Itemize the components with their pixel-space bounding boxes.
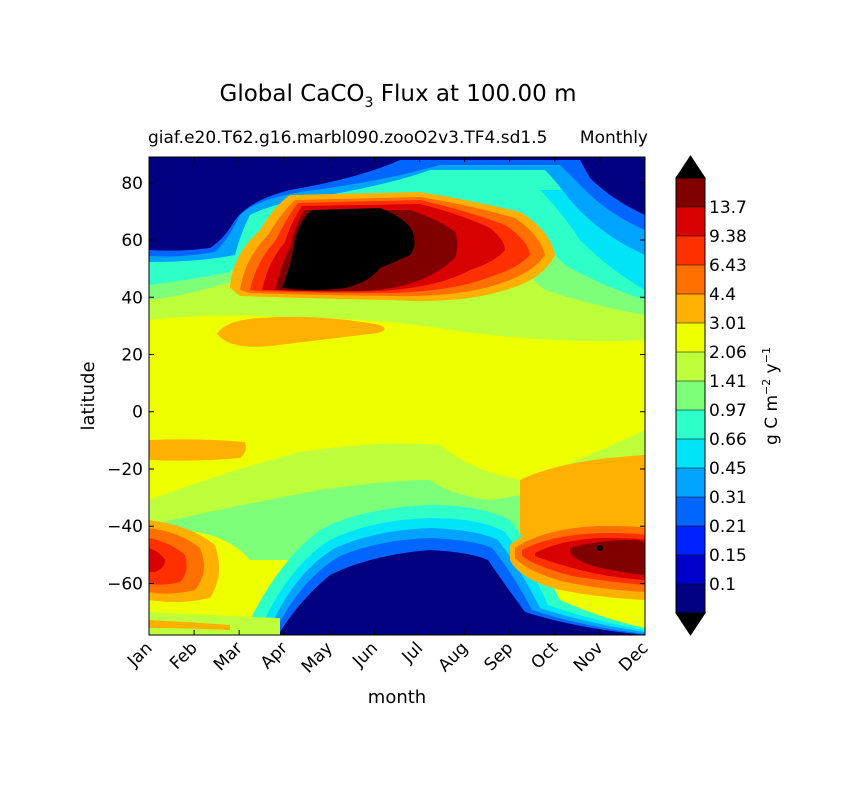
y-tick-label: −20 <box>107 460 143 480</box>
contour-band-6.43-south-west <box>149 538 187 585</box>
chart-title: Global CaCO3 Flux at 100.00 m <box>220 81 577 111</box>
contour-band-3.01-lens-north <box>217 316 385 347</box>
colorbar-swatch <box>676 439 705 468</box>
colorbar-swatch <box>676 178 705 207</box>
x-tick-label-aug: Aug <box>435 638 473 676</box>
colorbar-tick-label: 0.31 <box>709 488 747 508</box>
colorbar-label: g C m−2 y−1 <box>760 347 782 445</box>
y-tick-label: 80 <box>121 174 143 194</box>
colorbar-swatch <box>676 294 705 323</box>
colorbar-swatch <box>676 584 705 613</box>
colorbar-swatch <box>676 497 705 526</box>
contour-band-extend-high-south-east <box>597 545 603 551</box>
colorbar-tick-label: 2.06 <box>709 343 747 363</box>
contour-band-3.01-south-edge <box>149 620 230 630</box>
x-tick-label-apr: Apr <box>257 638 292 673</box>
y-tick-label: −40 <box>107 517 143 537</box>
colorbar-frame <box>675 177 706 614</box>
x-tick-label-jun: Jun <box>348 638 382 672</box>
colorbar-extend-low <box>675 612 706 636</box>
colorbar-tick-label: 3.01 <box>709 314 747 334</box>
colorbar-tick-label: 0.97 <box>709 401 747 421</box>
y-tick-label: 20 <box>121 345 143 365</box>
colorbar-swatch <box>676 265 705 294</box>
colorbar-swatch <box>676 323 705 352</box>
y-tick-label: 0 <box>132 403 143 423</box>
colorbar-tick-label: 6.43 <box>709 256 747 276</box>
contour-band-extend-high-north <box>282 208 415 290</box>
colorbar-tick-label: 0.45 <box>709 459 747 479</box>
y-axis-label: latitude <box>78 361 99 430</box>
x-tick-label-jul: Jul <box>398 638 427 667</box>
colorbar-tick-label: 0.15 <box>709 546 747 566</box>
y-tick-label: −60 <box>107 574 143 594</box>
colorbar-tick-label: 4.4 <box>709 285 736 305</box>
colorbar-tick-label: 9.38 <box>709 227 747 247</box>
colorbar-swatch <box>676 207 705 236</box>
colorbar-tick-label: 0.1 <box>709 575 736 595</box>
contour-band-0.1-north <box>149 157 645 251</box>
colorbar-swatch <box>676 381 705 410</box>
x-tick-label-nov: Nov <box>570 638 608 676</box>
x-tick-label-mar: Mar <box>210 638 247 675</box>
contour-band-13.7-south-east <box>570 540 645 575</box>
colorbar-swatch <box>676 236 705 265</box>
colorbar-swatch <box>676 410 705 439</box>
contour-band-3.01-tropics <box>149 439 246 461</box>
colorbar-extend-high <box>675 155 706 179</box>
colorbar-tick-label: 0.66 <box>709 430 747 450</box>
colorbar-tick-label: 0.21 <box>709 517 747 537</box>
x-tick-label-oct: Oct <box>527 638 562 673</box>
x-tick-label-feb: Feb <box>166 638 201 673</box>
contour-band-0.1-south <box>280 550 645 635</box>
colorbar-tick-label: 1.41 <box>709 372 747 392</box>
x-tick-label-may: May <box>298 638 337 677</box>
contour-band-9.38-south-west <box>149 548 165 572</box>
x-tick-label-sep: Sep <box>480 638 517 675</box>
contour-plot <box>149 157 645 635</box>
x-axis-label: month <box>368 687 426 708</box>
colorbar: 0.1 0.15 0.21 0.31 0.45 0.66 0.97 1.41 2.06 3.01 4… <box>675 155 747 636</box>
colorbar-tick-label: 13.7 <box>709 198 747 218</box>
colorbar-swatch <box>676 352 705 381</box>
y-tick-label: 40 <box>121 288 143 308</box>
colorbar-swatch <box>676 468 705 497</box>
plot-frame <box>148 156 646 636</box>
x-tick-label-dec: Dec <box>615 638 652 675</box>
contour-band-1.41-south-edge <box>149 612 280 635</box>
colorbar-swatch <box>676 526 705 555</box>
x-tick-label-jan: Jan <box>123 638 156 671</box>
y-tick-label: 60 <box>121 231 143 251</box>
colorbar-swatch <box>676 555 705 584</box>
chart-subtitle-left: giaf.e20.T62.g16.marbl090.zooO2v3.TF4.sd… <box>148 128 547 148</box>
chart-subtitle-right: Monthly <box>580 128 648 148</box>
y-axis: 80 60 40 20 0 −20 −40 −60 <box>107 174 645 594</box>
